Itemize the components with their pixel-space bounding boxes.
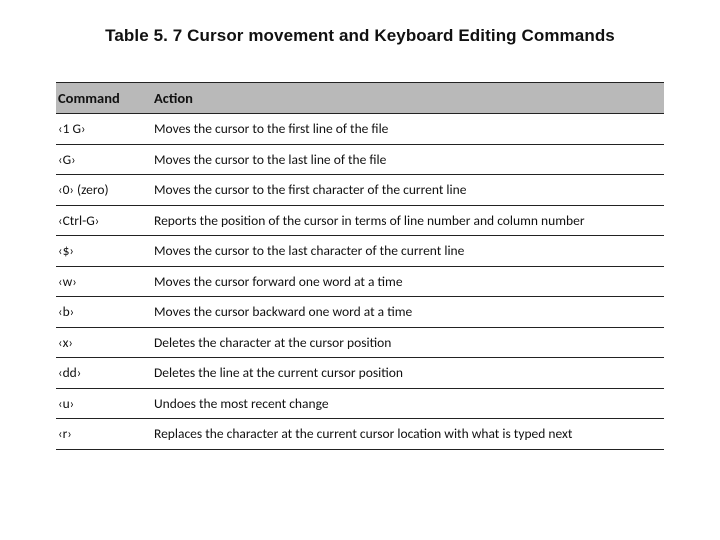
cell-action: Deletes the character at the cursor posi… <box>152 327 664 358</box>
table-row: ‹w› Moves the cursor forward one word at… <box>56 266 664 297</box>
cell-action: Reports the position of the cursor in te… <box>152 205 664 236</box>
cell-action: Replaces the character at the current cu… <box>152 419 664 450</box>
cell-action: Undoes the most recent change <box>152 388 664 419</box>
table-row: ‹dd› Deletes the line at the current cur… <box>56 358 664 389</box>
cell-action: Deletes the line at the current cursor p… <box>152 358 664 389</box>
table-row: ‹0› (zero) Moves the cursor to the first… <box>56 175 664 206</box>
table-header-row: Command Action <box>56 83 664 114</box>
cell-action: Moves the cursor to the last character o… <box>152 236 664 267</box>
page-container: Table 5. 7 Cursor movement and Keyboard … <box>0 0 720 470</box>
cell-action: Moves the cursor backward one word at a … <box>152 297 664 328</box>
table-body: ‹1 G› Moves the cursor to the first line… <box>56 114 664 450</box>
table-row: ‹$› Moves the cursor to the last charact… <box>56 236 664 267</box>
col-header-command: Command <box>56 83 152 114</box>
cell-action: Moves the cursor to the first line of th… <box>152 114 664 145</box>
table-row: ‹G› Moves the cursor to the last line of… <box>56 144 664 175</box>
table-row: ‹u› Undoes the most recent change <box>56 388 664 419</box>
commands-table: Command Action ‹1 G› Moves the cursor to… <box>56 82 664 450</box>
cell-command: ‹r› <box>56 419 152 450</box>
cell-command: ‹Ctrl-G› <box>56 205 152 236</box>
cell-action: Moves the cursor to the last line of the… <box>152 144 664 175</box>
cell-command: ‹G› <box>56 144 152 175</box>
col-header-action: Action <box>152 83 664 114</box>
table-row: ‹x› Deletes the character at the cursor … <box>56 327 664 358</box>
cell-command: ‹dd› <box>56 358 152 389</box>
cell-action: Moves the cursor forward one word at a t… <box>152 266 664 297</box>
cell-command: ‹u› <box>56 388 152 419</box>
table-caption: Table 5. 7 Cursor movement and Keyboard … <box>56 26 664 46</box>
table-row: ‹1 G› Moves the cursor to the first line… <box>56 114 664 145</box>
cell-command: ‹0› (zero) <box>56 175 152 206</box>
table-row: ‹r› Replaces the character at the curren… <box>56 419 664 450</box>
cell-command: ‹x› <box>56 327 152 358</box>
cell-command: ‹b› <box>56 297 152 328</box>
cell-command: ‹1 G› <box>56 114 152 145</box>
table-row: ‹Ctrl-G› Reports the position of the cur… <box>56 205 664 236</box>
cell-command: ‹$› <box>56 236 152 267</box>
table-row: ‹b› Moves the cursor backward one word a… <box>56 297 664 328</box>
cell-command: ‹w› <box>56 266 152 297</box>
cell-action: Moves the cursor to the first character … <box>152 175 664 206</box>
